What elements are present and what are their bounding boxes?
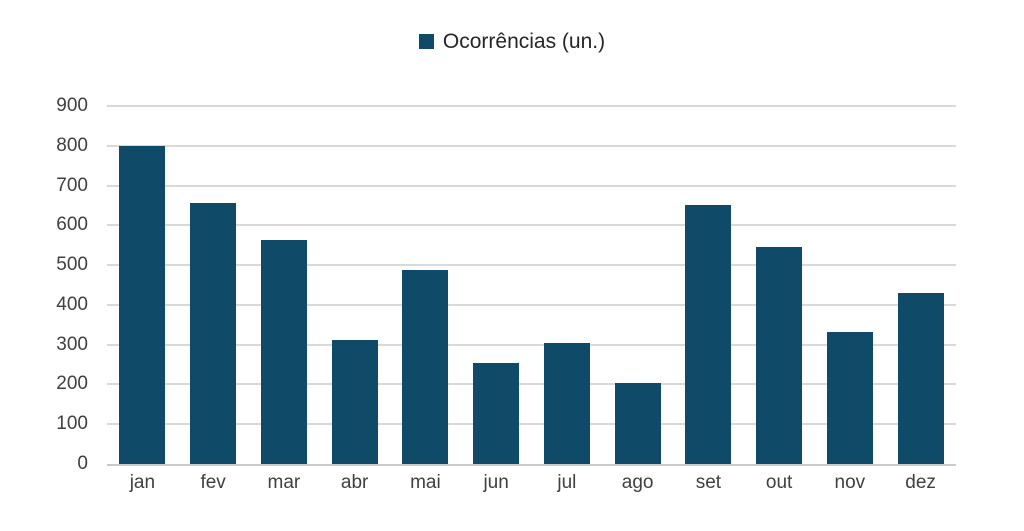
bar-slot bbox=[390, 106, 461, 464]
x-tick-label: abr bbox=[340, 472, 369, 493]
bar-slot bbox=[744, 106, 815, 464]
x-tick-label: set bbox=[695, 472, 722, 493]
bar-slot bbox=[107, 106, 178, 464]
bar-series bbox=[107, 106, 956, 464]
y-axis: 0 100 200 300 400 500 600 700 800 900 bbox=[0, 95, 88, 474]
y-tick-label: 0 bbox=[77, 453, 88, 474]
x-tick-label: jan bbox=[129, 472, 156, 493]
x-tick-label: mar bbox=[267, 472, 301, 493]
gridline bbox=[107, 303, 956, 306]
bar-dez bbox=[897, 292, 944, 464]
bar-fev bbox=[190, 203, 237, 464]
y-tick-label: 900 bbox=[56, 95, 88, 116]
gridline bbox=[107, 105, 956, 107]
bar-jun bbox=[473, 362, 520, 464]
y-tick-label: 100 bbox=[56, 413, 88, 435]
bar-slot bbox=[249, 106, 320, 464]
y-tick-label: 700 bbox=[56, 174, 88, 196]
bar-mai bbox=[402, 270, 449, 464]
x-axis: jan fev mar abr mai jun jul ago set out nov dez bbox=[107, 472, 956, 494]
x-tick-label: out bbox=[765, 472, 793, 493]
bar-out bbox=[756, 247, 803, 464]
plot-area bbox=[107, 105, 956, 466]
gridline bbox=[107, 264, 956, 267]
bar-mar bbox=[260, 240, 307, 464]
gridline bbox=[107, 184, 956, 187]
bar-nov bbox=[826, 332, 873, 464]
x-tick-label: jun bbox=[483, 472, 509, 493]
bar-ago bbox=[614, 383, 661, 464]
y-tick-label: 400 bbox=[56, 293, 88, 315]
bar-slot bbox=[532, 106, 603, 464]
legend-label: Ocorrências (un.) bbox=[442, 30, 606, 53]
gridline bbox=[107, 144, 956, 147]
bar-slot bbox=[319, 106, 390, 464]
gridline bbox=[107, 343, 956, 346]
gridline bbox=[107, 383, 956, 386]
bar-set bbox=[685, 205, 732, 464]
bar-slot bbox=[815, 106, 886, 464]
x-tick-label: fev bbox=[200, 472, 226, 493]
y-tick-label: 300 bbox=[56, 333, 88, 355]
bar-jul bbox=[543, 342, 590, 464]
bar-slot bbox=[673, 106, 744, 464]
x-tick-label: dez bbox=[905, 472, 936, 493]
bar-slot bbox=[885, 106, 956, 464]
y-tick-label: 800 bbox=[56, 134, 88, 156]
bar-jan bbox=[119, 145, 166, 464]
y-tick-label: 200 bbox=[56, 373, 88, 395]
bar-abr bbox=[331, 339, 378, 464]
x-tick-label: nov bbox=[834, 472, 866, 493]
legend-swatch-icon bbox=[418, 34, 434, 50]
chart-legend: Ocorrências (un.) bbox=[0, 29, 1024, 54]
x-tick-label: ago bbox=[621, 472, 654, 493]
gridline bbox=[107, 423, 956, 426]
x-tick-label: mai bbox=[410, 472, 441, 493]
bar-slot bbox=[461, 106, 532, 464]
y-tick-label: 500 bbox=[56, 254, 88, 276]
y-tick-label: 600 bbox=[56, 214, 88, 236]
bar-slot bbox=[178, 106, 249, 464]
bar-slot bbox=[602, 106, 673, 464]
gridline bbox=[107, 224, 956, 227]
x-tick-label: jul bbox=[557, 472, 577, 493]
